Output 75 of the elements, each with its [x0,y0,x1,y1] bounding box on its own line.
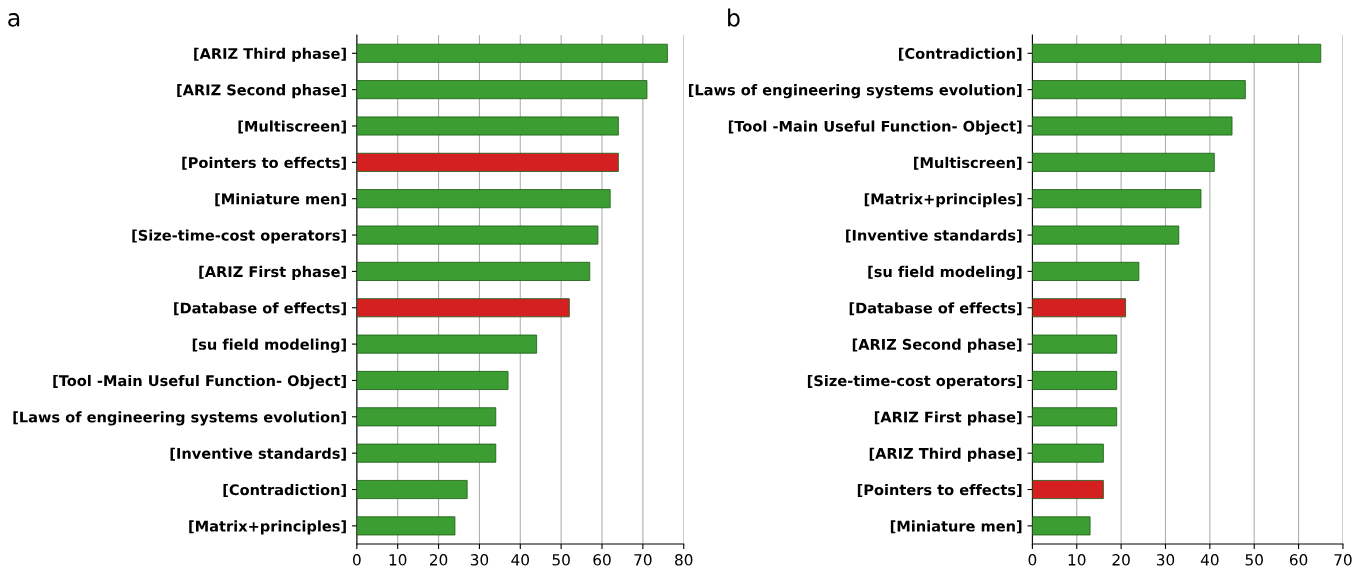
x-tick-label: 70 [634,554,652,566]
x-tick-label: 30 [470,554,489,566]
y-tick-label: [Laws of engineering systems evolution] [688,84,1022,99]
bar [1032,370,1118,390]
y-tick-label: [Inventive standards] [170,447,346,461]
y-tick-label: [Tool -Main Useful Function- Object] [53,374,346,390]
bar [1032,516,1091,536]
bar [1032,225,1180,245]
bar [356,443,497,463]
y-tick-label: [su field modeling] [868,265,1022,281]
y-tick-label: [Contradiction] [223,483,346,497]
bar [1032,480,1104,500]
y-tick-label: [ARIZ Second phase] [852,338,1022,353]
x-tick-label: 50 [552,554,570,566]
text: a [8,13,20,27]
y-tick-label: [Matrix+principles] [864,193,1022,208]
x-tick-label: 30 [1156,554,1175,566]
y-tick-label: [su field modeling] [192,338,346,353]
x-tick-label: 10 [1068,554,1086,566]
y-tick-label: [ARIZ First phase] [874,411,1022,426]
bar [1032,261,1140,281]
x-tick-label: 10 [389,554,407,566]
x-tick-label: 20 [429,554,448,566]
x-tick-label: 50 [1245,554,1263,566]
x-tick-label: 60 [1289,554,1308,566]
y-tick-label: [Multiscreen] [914,156,1022,170]
bar [356,480,468,500]
y-tick-label: [Multiscreen] [238,120,346,134]
bar [1032,152,1215,172]
bar [1032,43,1322,63]
bar [356,261,591,281]
y-tick-label: [ARIZ Second phase] [177,84,346,99]
x-tick-label: 60 [593,554,611,566]
bar [356,116,619,136]
x-tick-label: 40 [1200,554,1219,566]
bar [356,334,538,354]
y-tick-label: [ARIZ Third phase] [194,47,346,62]
bar [356,225,599,245]
y-tick-label: [Size-time-cost operators] [132,229,346,244]
bar [1032,80,1246,100]
y-tick-label: [Database of effects] [174,302,346,316]
x-tick-label: 80 [675,554,693,566]
bar [356,43,668,63]
x-tick-label: 20 [1112,554,1130,566]
bar [356,298,570,318]
bar [1032,334,1118,354]
text: b [728,8,740,27]
bar [356,80,648,100]
bar [1032,407,1118,427]
x-tick-label: 0 [352,554,361,566]
y-tick-label: [Database of effects] [849,302,1022,316]
bar [356,516,456,536]
y-tick-label: [Miniature men] [890,520,1022,534]
bar [356,370,509,390]
y-tick-label: [Laws of engineering systems evolution] [13,411,346,426]
x-tick-label: 70 [1334,554,1352,566]
y-tick-label: [Pointers to effects] [182,156,346,170]
y-tick-label: [Matrix+principles] [189,520,346,535]
bar [356,407,497,427]
y-tick-label: [Tool -Main Useful Function- Object] [728,120,1022,135]
x-tick-label: 0 [1028,554,1037,566]
bar [1032,298,1126,318]
x-tick-label: 40 [511,554,529,566]
bar [1032,443,1104,463]
bar [1032,116,1233,136]
bar [356,189,611,209]
y-tick-label: [Pointers to effects] [857,483,1022,497]
y-tick-label: [Contradiction] [899,47,1022,61]
bar [1032,189,1202,209]
y-tick-label: [ARIZ First phase] [199,265,346,280]
bar [356,152,619,172]
y-tick-label: [Miniature men] [215,193,346,207]
y-tick-label: [ARIZ Third phase] [869,447,1022,462]
y-tick-label: [Size-time-cost operators] [807,374,1022,390]
y-tick-label: [Inventive standards] [846,229,1022,243]
